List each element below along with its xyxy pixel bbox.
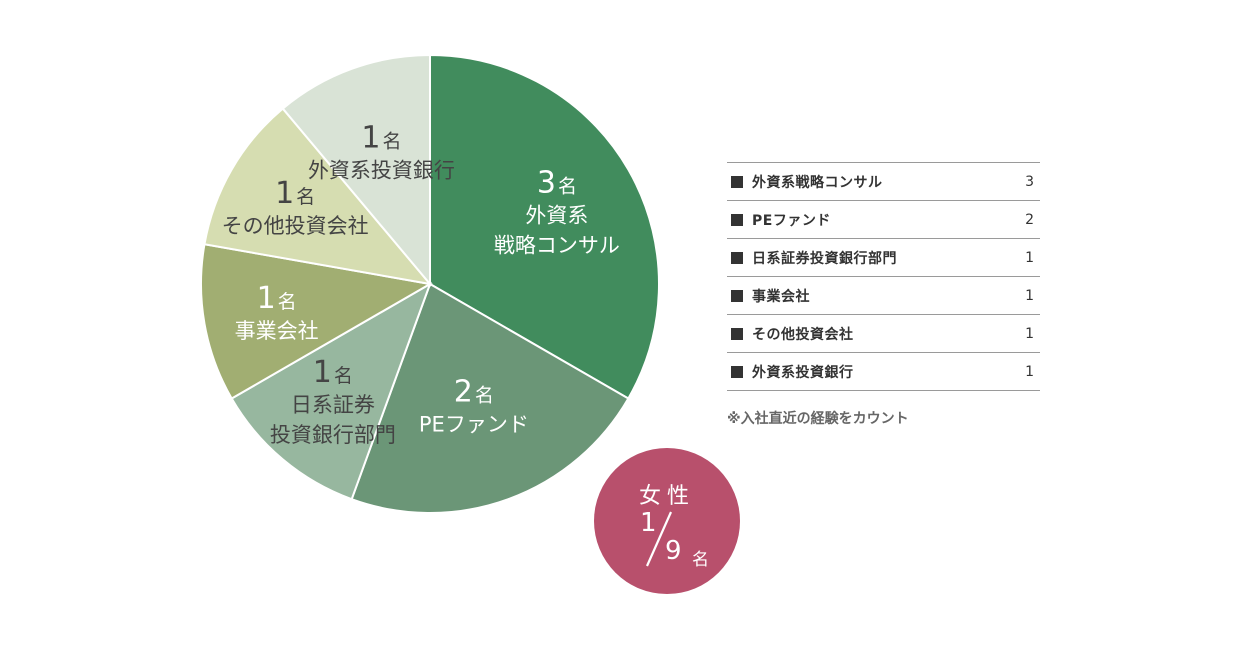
slice-name-label: 外資系投資銀行 — [308, 159, 455, 183]
legend-square-icon — [731, 251, 743, 264]
slice-name-label: 投資銀行部門 — [270, 423, 396, 447]
legend-name: 事業会社 — [752, 288, 810, 305]
pie-slice — [200, 243, 433, 400]
footnote: ※入社直近の経験をカウント — [727, 411, 909, 427]
legend: 外資系戦略コンサル 3 PEファンド 2 日系証券投資銀行部門 1 事業会社 1 その他… — [727, 162, 1040, 391]
slice-name-label: 外資系 — [525, 204, 588, 228]
legend-square-icon — [731, 289, 743, 302]
slice-name-label: 事業会社 — [235, 319, 319, 343]
legend-square-icon — [731, 175, 743, 188]
legend-square-icon — [731, 213, 743, 226]
pie-slice — [429, 53, 660, 400]
slice-name-label: 戦略コンサル — [494, 234, 620, 258]
legend-row: 日系証券投資銀行部門 1 — [727, 238, 1040, 276]
pie-slice — [281, 53, 431, 287]
legend-count: 1 — [1025, 325, 1034, 342]
slice-name-label: その他投資会社 — [222, 214, 369, 238]
legend-row: PEファンド 2 — [727, 200, 1040, 238]
legend-name: 日系証券投資銀行部門 — [752, 250, 897, 267]
legend-row: 外資系戦略コンサル 3 — [727, 162, 1040, 200]
legend-square-icon — [731, 365, 743, 378]
legend-name: その他投資会社 — [752, 326, 854, 343]
legend-name: PEファンド — [752, 212, 831, 229]
legend-count: 3 — [1025, 173, 1034, 190]
pie-slice — [203, 107, 433, 286]
female-numerator: 1 — [640, 508, 657, 538]
pie-slice — [230, 281, 432, 501]
legend-row: その他投資会社 1 — [727, 314, 1040, 352]
legend-count: 1 — [1025, 363, 1034, 380]
pie-slice — [350, 282, 630, 514]
legend-count: 2 — [1025, 211, 1034, 228]
legend-count: 1 — [1025, 249, 1034, 266]
slice-name-label: PEファンド — [419, 413, 529, 437]
legend-count: 1 — [1025, 287, 1034, 304]
slice-name-label: 日系証券 — [291, 393, 375, 417]
legend-name: 外資系戦略コンサル — [752, 174, 883, 191]
female-denominator: 9 — [665, 536, 682, 566]
legend-row: 外資系投資銀行 1 — [727, 352, 1040, 391]
legend-name: 外資系投資銀行 — [752, 364, 854, 381]
female-title: 女性 — [638, 484, 695, 509]
legend-row: 事業会社 1 — [727, 276, 1040, 314]
female-unit: 名 — [692, 550, 709, 570]
fraction-slash-icon — [645, 511, 673, 567]
female-ratio-badge: 女性 1 9 名 — [594, 448, 740, 594]
legend-square-icon — [731, 327, 743, 340]
